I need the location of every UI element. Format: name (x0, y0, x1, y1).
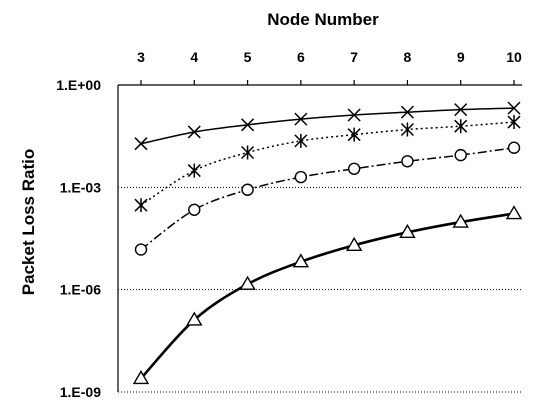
circle-marker (347, 162, 361, 175)
triangle-marker (505, 205, 523, 220)
y-axis-title: Packet Loss Ratio (19, 149, 38, 295)
circle-marker (134, 243, 148, 256)
circle-marker (294, 170, 308, 184)
asterisk-marker (187, 163, 201, 178)
x-marker (347, 108, 361, 122)
y-tick-label: 1.E-03 (60, 179, 101, 195)
circle-marker (454, 148, 467, 162)
triangle-marker (345, 236, 363, 251)
x-tick-label: 10 (506, 49, 522, 65)
asterisk-marker (134, 198, 148, 213)
triangle-marker (292, 253, 310, 268)
x-marker (241, 118, 255, 132)
x-marker (454, 103, 468, 117)
asterisk-marker (241, 145, 255, 160)
tick-labels: 1.E+00 1.E-03 1.E-06 1.E-09 3 4 5 6 7 8 9 10 (56, 49, 522, 400)
x-tick-label: 3 (137, 49, 145, 65)
series-line-asterisk (140, 121, 515, 206)
asterisk-marker (507, 115, 521, 130)
x-tick-label: 5 (244, 49, 252, 65)
axes (117, 80, 522, 392)
x-marker (134, 137, 148, 151)
x-tick-label: 6 (297, 49, 305, 65)
x-tick-label: 8 (404, 49, 412, 65)
x-tick-label: 7 (350, 49, 358, 65)
series-asterisk (134, 115, 521, 213)
series-line-x (140, 107, 515, 145)
y-tick-label: 1.E+00 (56, 77, 101, 93)
triangle-marker (132, 370, 150, 385)
series-triangle (132, 205, 523, 385)
triangle-marker (399, 223, 416, 239)
x-marker (400, 105, 414, 119)
y-tick-label: 1.E-09 (60, 384, 101, 400)
triangle-marker (452, 213, 469, 228)
circle-marker (241, 183, 254, 196)
series-circle (134, 141, 521, 256)
x-marker (294, 112, 308, 126)
x-axis-title: Node Number (267, 10, 379, 29)
x-tick-label: 4 (190, 49, 198, 65)
triangle-marker (186, 311, 203, 326)
circle-marker (401, 155, 414, 168)
series-x (134, 101, 521, 151)
y-tick-label: 1.E-06 (60, 282, 101, 298)
triangle-marker (239, 275, 256, 290)
series-group (132, 101, 523, 385)
series-line-triangle (140, 212, 515, 380)
x-marker (507, 101, 521, 115)
x-tick-label: 9 (457, 49, 465, 65)
asterisk-marker (347, 127, 361, 142)
asterisk-marker (294, 133, 308, 148)
asterisk-marker (400, 122, 414, 137)
series-line-circle (140, 146, 515, 251)
circle-marker (507, 141, 521, 154)
circle-marker (188, 203, 201, 216)
x-marker (187, 125, 201, 139)
asterisk-marker (454, 119, 468, 134)
